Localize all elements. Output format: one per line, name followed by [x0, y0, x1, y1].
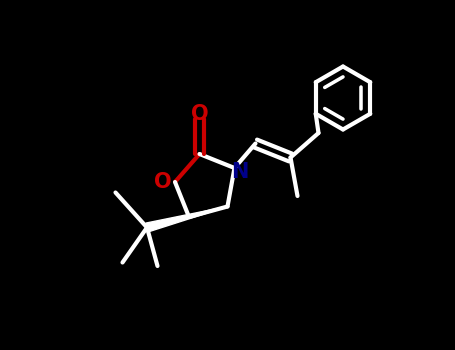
Text: O: O — [154, 172, 172, 192]
Text: N: N — [231, 162, 248, 182]
Text: O: O — [191, 104, 208, 124]
Polygon shape — [146, 206, 228, 232]
